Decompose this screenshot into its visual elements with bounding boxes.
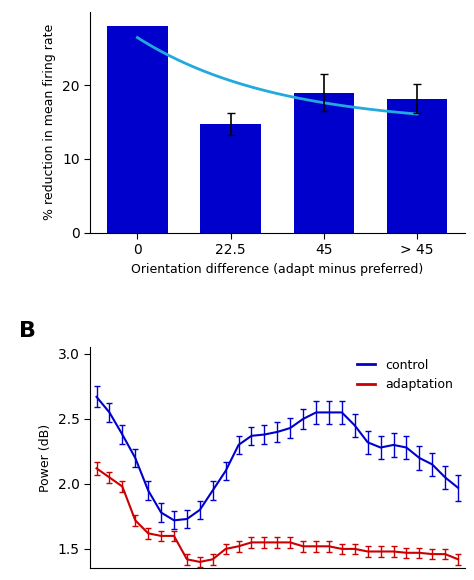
Text: B: B [19,321,36,341]
Bar [107,26,168,233]
Legend: control, adaptation: control, adaptation [352,354,458,396]
Bar [201,124,261,233]
Y-axis label: Power (dB): Power (dB) [39,424,52,492]
Bar [387,99,447,233]
X-axis label: Orientation difference (adapt minus preferred): Orientation difference (adapt minus pref… [131,263,423,276]
Bar [293,93,354,233]
Y-axis label: % reduction in mean firing rate: % reduction in mean firing rate [44,24,56,220]
